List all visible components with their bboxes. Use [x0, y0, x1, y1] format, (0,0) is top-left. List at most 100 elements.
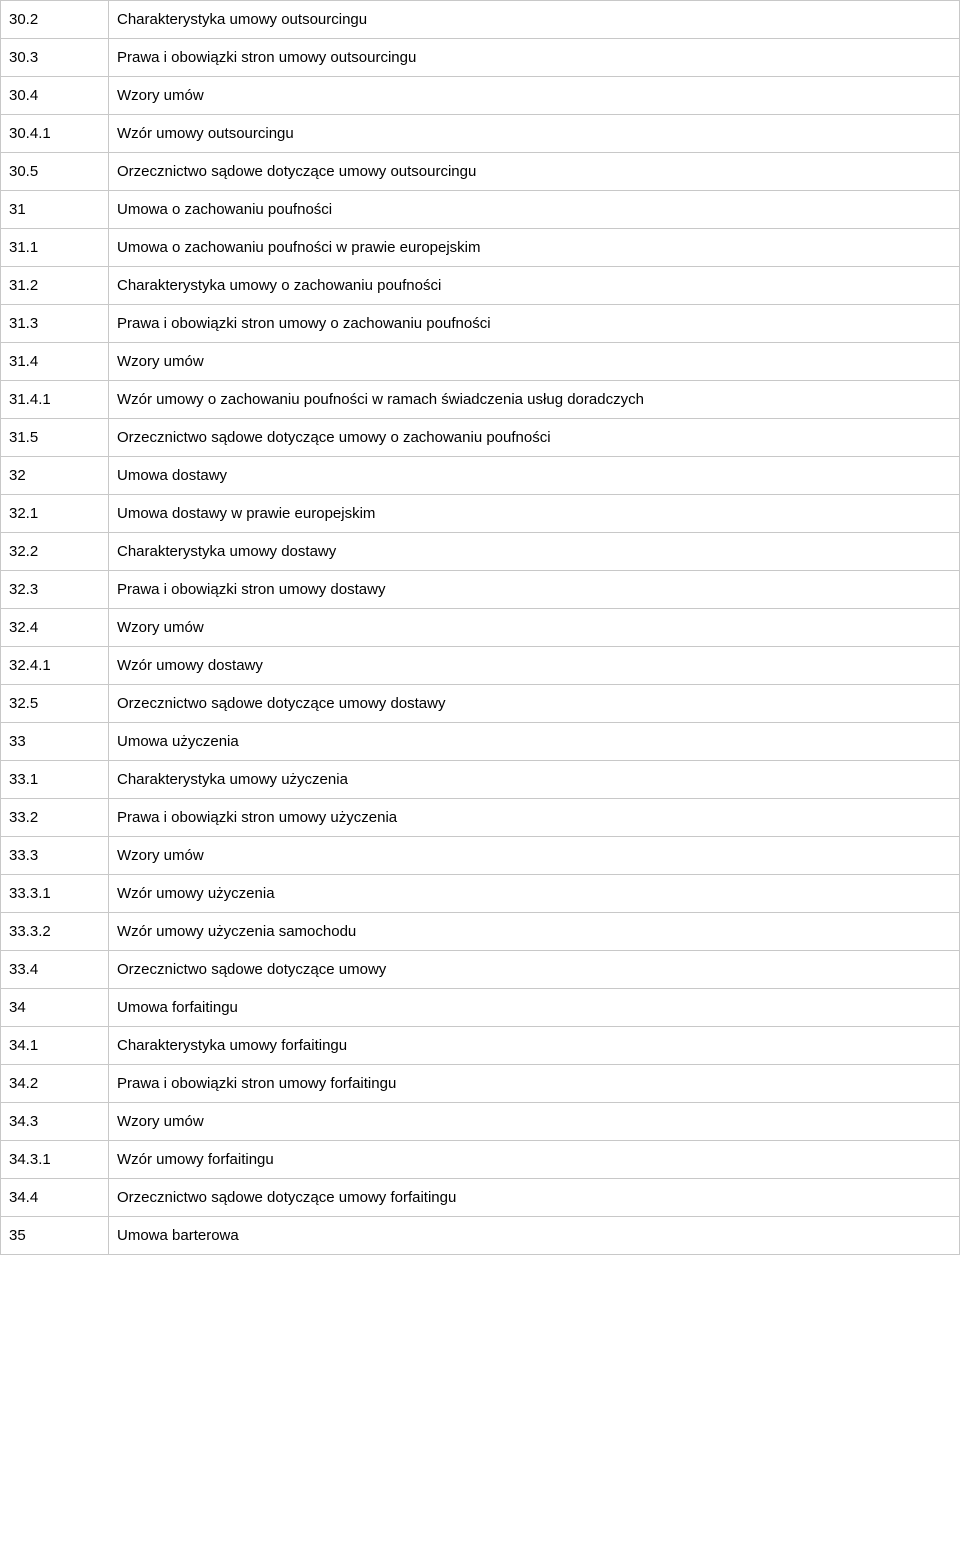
row-number: 32.2: [1, 533, 109, 571]
row-number: 30.2: [1, 1, 109, 39]
row-number: 32.1: [1, 495, 109, 533]
row-description: Charakterystyka umowy dostawy: [109, 533, 960, 571]
contents-table: 30.2Charakterystyka umowy outsourcingu30…: [0, 0, 960, 1255]
table-row: 34.3.1Wzór umowy forfaitingu: [1, 1141, 960, 1179]
table-row: 34.1Charakterystyka umowy forfaitingu: [1, 1027, 960, 1065]
row-description: Umowa dostawy w prawie europejskim: [109, 495, 960, 533]
row-description: Prawa i obowiązki stron umowy o zachowan…: [109, 305, 960, 343]
row-number: 31.1: [1, 229, 109, 267]
table-row: 33.3.1Wzór umowy użyczenia: [1, 875, 960, 913]
table-row: 32.4.1Wzór umowy dostawy: [1, 647, 960, 685]
row-description: Umowa użyczenia: [109, 723, 960, 761]
row-description: Charakterystyka umowy użyczenia: [109, 761, 960, 799]
row-description: Wzory umów: [109, 1103, 960, 1141]
row-number: 31.5: [1, 419, 109, 457]
row-number: 33.3.2: [1, 913, 109, 951]
row-description: Prawa i obowiązki stron umowy użyczenia: [109, 799, 960, 837]
row-number: 30.3: [1, 39, 109, 77]
table-row: 30.5Orzecznictwo sądowe dotyczące umowy …: [1, 153, 960, 191]
row-description: Wzory umów: [109, 837, 960, 875]
row-number: 35: [1, 1217, 109, 1255]
table-row: 33.4Orzecznictwo sądowe dotyczące umowy: [1, 951, 960, 989]
table-row: 33.3Wzory umów: [1, 837, 960, 875]
row-description: Orzecznictwo sądowe dotyczące umowy forf…: [109, 1179, 960, 1217]
row-description: Wzór umowy użyczenia samochodu: [109, 913, 960, 951]
row-description: Orzecznictwo sądowe dotyczące umowy dost…: [109, 685, 960, 723]
row-description: Umowa barterowa: [109, 1217, 960, 1255]
row-description: Umowa dostawy: [109, 457, 960, 495]
row-description: Umowa o zachowaniu poufności: [109, 191, 960, 229]
row-description: Wzór umowy forfaitingu: [109, 1141, 960, 1179]
row-number: 30.5: [1, 153, 109, 191]
table-row: 35Umowa barterowa: [1, 1217, 960, 1255]
table-row: 32.3Prawa i obowiązki stron umowy dostaw…: [1, 571, 960, 609]
row-description: Umowa o zachowaniu poufności w prawie eu…: [109, 229, 960, 267]
row-number: 33.1: [1, 761, 109, 799]
row-number: 33.3: [1, 837, 109, 875]
row-number: 32.5: [1, 685, 109, 723]
row-number: 34.3.1: [1, 1141, 109, 1179]
row-number: 30.4: [1, 77, 109, 115]
table-row: 30.4.1Wzór umowy outsourcingu: [1, 115, 960, 153]
row-number: 34.3: [1, 1103, 109, 1141]
row-number: 31: [1, 191, 109, 229]
table-row: 31.3Prawa i obowiązki stron umowy o zach…: [1, 305, 960, 343]
row-description: Orzecznictwo sądowe dotyczące umowy outs…: [109, 153, 960, 191]
row-number: 33.4: [1, 951, 109, 989]
table-row: 30.4Wzory umów: [1, 77, 960, 115]
row-number: 31.3: [1, 305, 109, 343]
row-number: 34.2: [1, 1065, 109, 1103]
table-row: 32.5Orzecznictwo sądowe dotyczące umowy …: [1, 685, 960, 723]
row-description: Wzór umowy użyczenia: [109, 875, 960, 913]
row-description: Charakterystyka umowy o zachowaniu poufn…: [109, 267, 960, 305]
table-row: 33Umowa użyczenia: [1, 723, 960, 761]
row-number: 33: [1, 723, 109, 761]
table-row: 33.2Prawa i obowiązki stron umowy użycze…: [1, 799, 960, 837]
table-row: 30.3Prawa i obowiązki stron umowy outsou…: [1, 39, 960, 77]
table-row: 33.1Charakterystyka umowy użyczenia: [1, 761, 960, 799]
row-description: Wzory umów: [109, 343, 960, 381]
table-row: 31.4.1Wzór umowy o zachowaniu poufności …: [1, 381, 960, 419]
row-description: Prawa i obowiązki stron umowy forfaiting…: [109, 1065, 960, 1103]
row-number: 33.2: [1, 799, 109, 837]
row-description: Wzór umowy outsourcingu: [109, 115, 960, 153]
table-row: 33.3.2Wzór umowy użyczenia samochodu: [1, 913, 960, 951]
row-number: 32.4.1: [1, 647, 109, 685]
row-number: 31.4: [1, 343, 109, 381]
table-row: 31.1Umowa o zachowaniu poufności w prawi…: [1, 229, 960, 267]
row-description: Umowa forfaitingu: [109, 989, 960, 1027]
row-description: Wzory umów: [109, 77, 960, 115]
row-description: Orzecznictwo sądowe dotyczące umowy: [109, 951, 960, 989]
table-row: 32Umowa dostawy: [1, 457, 960, 495]
table-row: 34.3Wzory umów: [1, 1103, 960, 1141]
table-row: 31Umowa o zachowaniu poufności: [1, 191, 960, 229]
table-row: 32.4Wzory umów: [1, 609, 960, 647]
row-description: Prawa i obowiązki stron umowy dostawy: [109, 571, 960, 609]
contents-table-body: 30.2Charakterystyka umowy outsourcingu30…: [1, 1, 960, 1255]
row-number: 34.4: [1, 1179, 109, 1217]
row-number: 32.4: [1, 609, 109, 647]
row-number: 30.4.1: [1, 115, 109, 153]
row-number: 31.4.1: [1, 381, 109, 419]
row-number: 32: [1, 457, 109, 495]
table-row: 34Umowa forfaitingu: [1, 989, 960, 1027]
table-row: 34.4Orzecznictwo sądowe dotyczące umowy …: [1, 1179, 960, 1217]
table-row: 31.4Wzory umów: [1, 343, 960, 381]
row-number: 33.3.1: [1, 875, 109, 913]
table-row: 34.2Prawa i obowiązki stron umowy forfai…: [1, 1065, 960, 1103]
table-row: 30.2Charakterystyka umowy outsourcingu: [1, 1, 960, 39]
row-description: Wzór umowy o zachowaniu poufności w rama…: [109, 381, 960, 419]
row-description: Prawa i obowiązki stron umowy outsourcin…: [109, 39, 960, 77]
table-row: 31.2Charakterystyka umowy o zachowaniu p…: [1, 267, 960, 305]
table-row: 32.2Charakterystyka umowy dostawy: [1, 533, 960, 571]
row-number: 34: [1, 989, 109, 1027]
table-row: 32.1Umowa dostawy w prawie europejskim: [1, 495, 960, 533]
row-number: 31.2: [1, 267, 109, 305]
row-number: 32.3: [1, 571, 109, 609]
row-description: Wzory umów: [109, 609, 960, 647]
row-number: 34.1: [1, 1027, 109, 1065]
row-description: Orzecznictwo sądowe dotyczące umowy o za…: [109, 419, 960, 457]
row-description: Wzór umowy dostawy: [109, 647, 960, 685]
table-row: 31.5Orzecznictwo sądowe dotyczące umowy …: [1, 419, 960, 457]
row-description: Charakterystyka umowy forfaitingu: [109, 1027, 960, 1065]
